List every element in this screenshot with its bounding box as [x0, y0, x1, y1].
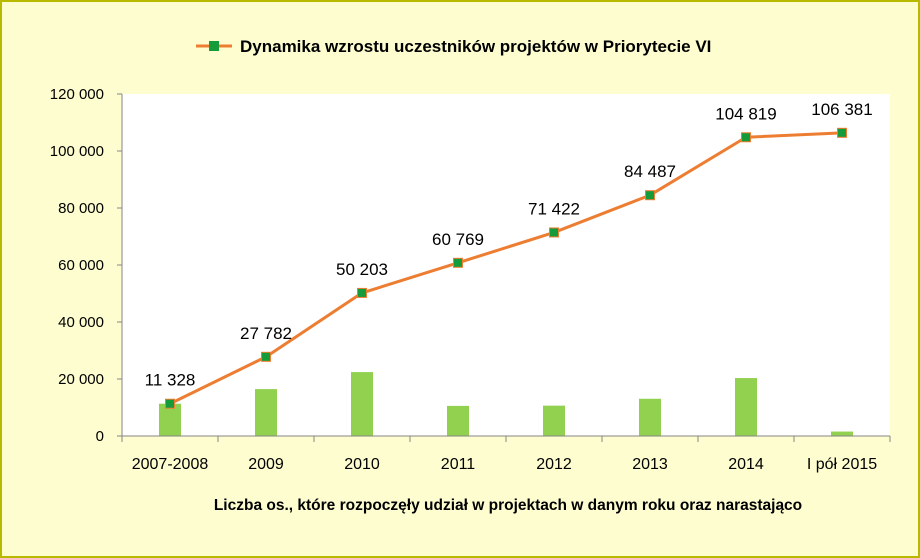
line-point: [741, 132, 751, 143]
y-tick-label: 0: [96, 428, 104, 445]
data-label: 60 769: [432, 230, 484, 249]
bar: [543, 405, 565, 436]
line-point: [549, 227, 559, 238]
x-tick-label: 2013: [632, 456, 668, 473]
line-point: [261, 351, 271, 362]
data-label: 71 422: [528, 199, 580, 218]
legend: Dynamika wzrostu uczestników projektów w…: [196, 37, 711, 56]
bar: [735, 378, 757, 436]
x-tick-label: 2012: [536, 456, 572, 473]
y-tick-label: 60 000: [58, 257, 104, 274]
x-tick-label: 2009: [248, 456, 284, 473]
x-tick-label: 2010: [344, 456, 380, 473]
x-tick-label: 2007-2008: [132, 456, 209, 473]
x-tick-label: I pół 2015: [807, 456, 877, 473]
legend-marker-icon: [209, 41, 219, 51]
data-label: 11 328: [145, 371, 196, 390]
x-ticks-group: 2007-2008 2009 2010 2011 2012 2013 2014 I pół 2…: [121, 436, 891, 473]
x-tick-label: 2011: [441, 456, 476, 473]
bar: [447, 405, 469, 436]
data-label: 106 381: [811, 100, 872, 119]
legend-label: Dynamika wzrostu uczestników projektów w…: [240, 37, 711, 56]
y-tick-label: 120 000: [50, 86, 104, 103]
y-tick-label: 80 000: [58, 200, 104, 217]
bar: [255, 389, 277, 436]
line-point: [357, 287, 367, 298]
data-label: 27 782: [240, 324, 292, 343]
x-tick-label: 2014: [728, 456, 764, 473]
bar: [831, 431, 853, 436]
plot-area: [122, 94, 890, 436]
x-axis-title: Liczba os., które rozpoczęły udział w pr…: [214, 497, 802, 514]
bar: [159, 403, 181, 436]
y-tick-label: 40 000: [58, 314, 104, 331]
y-tick-label: 100 000: [50, 143, 104, 160]
line-point: [645, 190, 655, 201]
series-line: [169, 131, 843, 406]
line-point: [453, 257, 463, 268]
y-tick-label: 20 000: [58, 371, 104, 388]
markers-group: [165, 127, 847, 409]
line-layer: [169, 131, 843, 406]
bars-group: [159, 372, 853, 436]
bar: [351, 372, 373, 436]
data-labels-group: 11 328 27 782 50 203 60 769 71 422 84 487 104 …: [145, 100, 873, 390]
data-label: 50 203: [336, 260, 388, 279]
line-point: [837, 127, 847, 138]
line-point: [165, 398, 175, 409]
data-label: 84 487: [624, 162, 676, 181]
y-ticks-group: 0 20 000 40 000 60 000 80 000 100 000 120 000: [50, 86, 122, 445]
data-label: 104 819: [715, 104, 776, 123]
bar: [639, 398, 661, 436]
